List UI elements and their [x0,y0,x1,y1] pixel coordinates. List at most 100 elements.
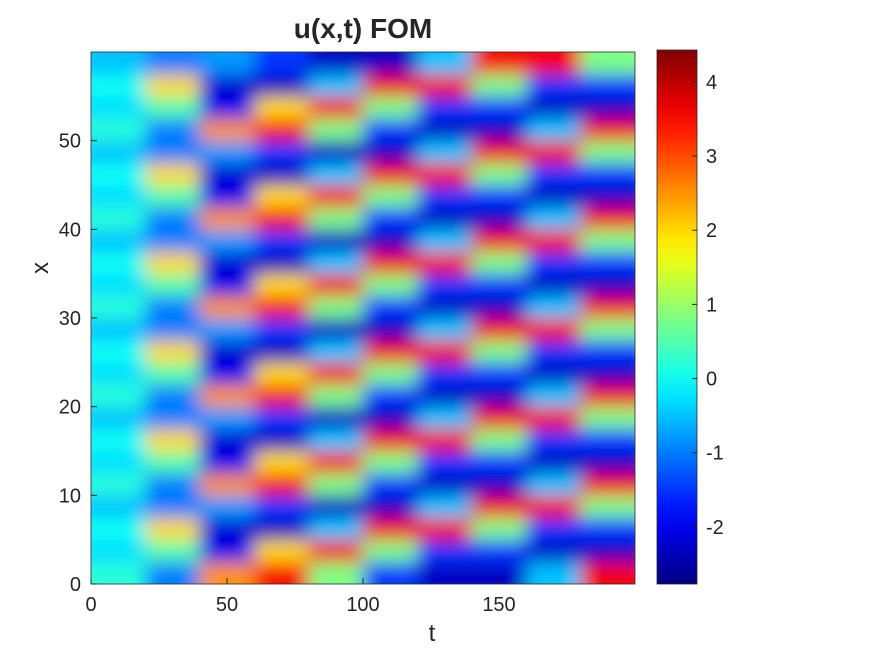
heatmap-cell [254,318,310,341]
heatmap-cell [199,251,255,275]
heatmap-cell [91,517,146,541]
heatmap-cell [471,318,527,341]
heatmap-cell [580,295,635,319]
heatmap-cell [145,428,201,452]
heatmap-cell [91,340,146,363]
heatmap-cell [145,96,201,119]
heatmap-cell [199,539,255,563]
colorbar [656,49,698,585]
heatmap-cell [471,340,527,363]
heatmap-cell [526,118,582,142]
heatmap-cell [363,229,418,252]
heatmap-cell [580,451,635,474]
heatmap-cell [363,561,418,584]
heatmap-cell [417,251,473,275]
heatmap-cell [199,384,255,408]
heatmap-cell [580,495,635,518]
heatmap-cell [254,74,310,97]
heatmap-cell [145,384,201,408]
heatmap-cell [91,118,146,142]
heatmap-cell [580,318,635,341]
heatmap-cell [526,362,582,385]
heatmap-cell [363,295,418,319]
heatmap-cell [471,495,527,518]
heatmap-cell [145,517,201,541]
heatmap-cell [91,495,146,518]
heatmap-cell [145,229,201,252]
heatmap-cell [471,362,527,385]
heatmap-cell [308,118,364,142]
colorbar-tick-label: 2 [706,220,717,242]
heatmap-cell [199,52,255,75]
heatmap-cell [580,539,635,563]
heatmap-cell [363,74,418,97]
heatmap-cell [526,406,582,430]
heatmap-cell [199,406,255,430]
heatmap-cell [254,561,310,584]
heatmap-cell [254,295,310,319]
heatmap-cell [145,185,201,208]
heatmap-cell [254,251,310,275]
heatmap-cell [91,451,146,474]
heatmap-cell [363,318,418,341]
y-tick-label: 0 [70,574,81,596]
heatmap-cell [580,428,635,452]
y-tick-label: 50 [59,131,81,153]
heatmap-cell [254,340,310,363]
heatmap-cell [417,561,473,584]
heatmap-cell [145,207,201,230]
heatmap-cell [91,96,146,119]
heatmap-cell [254,140,310,164]
heatmap-cell [254,406,310,430]
heatmap-cell [91,295,146,319]
heatmap-cell [417,406,473,430]
heatmap-cell [580,517,635,541]
heatmap-cell [199,273,255,297]
heatmap-cell [526,96,582,119]
heatmap-cell [471,428,527,452]
heatmap-cell [471,451,527,474]
heatmap-cell [91,251,146,275]
heatmap-cell [363,473,418,496]
heatmap-cell [526,318,582,341]
heatmap-cell [526,251,582,275]
heatmap-cell [91,229,146,252]
heatmap-cell [526,295,582,319]
heatmap-cell [417,384,473,408]
heatmap-cell [363,384,418,408]
heatmap-cell [526,185,582,208]
heatmap-cell [417,162,473,186]
heatmap-cell [254,273,310,297]
heatmap-cell [308,495,364,518]
heatmap-cell [526,229,582,252]
colorbar-tick-label: 1 [706,294,717,316]
heatmap-cell [363,428,418,452]
heatmap-cell [254,207,310,230]
heatmap-cell [363,118,418,142]
heatmap-cell [91,539,146,563]
heatmap-cell [526,273,582,297]
heatmap-cell [308,428,364,452]
heatmap-cell [471,52,527,75]
heatmap-cell [471,384,527,408]
heatmap-cell [471,473,527,496]
heatmap-cell [145,495,201,518]
heatmap-cell [145,473,201,496]
heatmap-cell [580,273,635,297]
heatmap-cell [145,251,201,275]
heatmap-cells [91,52,635,584]
heatmap-cell [471,406,527,430]
heatmap-cell [580,384,635,408]
heatmap-cell [91,406,146,430]
heatmap-cell [417,207,473,230]
heatmap-cell [363,273,418,297]
heatmap-cell [580,251,635,275]
heatmap-cell [363,451,418,474]
heatmap-cell [254,473,310,496]
y-tick-label: 20 [59,397,81,419]
heatmap-cell [363,96,418,119]
heatmap-cell [91,428,146,452]
y-tick-label: 30 [59,308,81,330]
heatmap-cell [580,561,635,584]
heatmap-cell [308,539,364,563]
